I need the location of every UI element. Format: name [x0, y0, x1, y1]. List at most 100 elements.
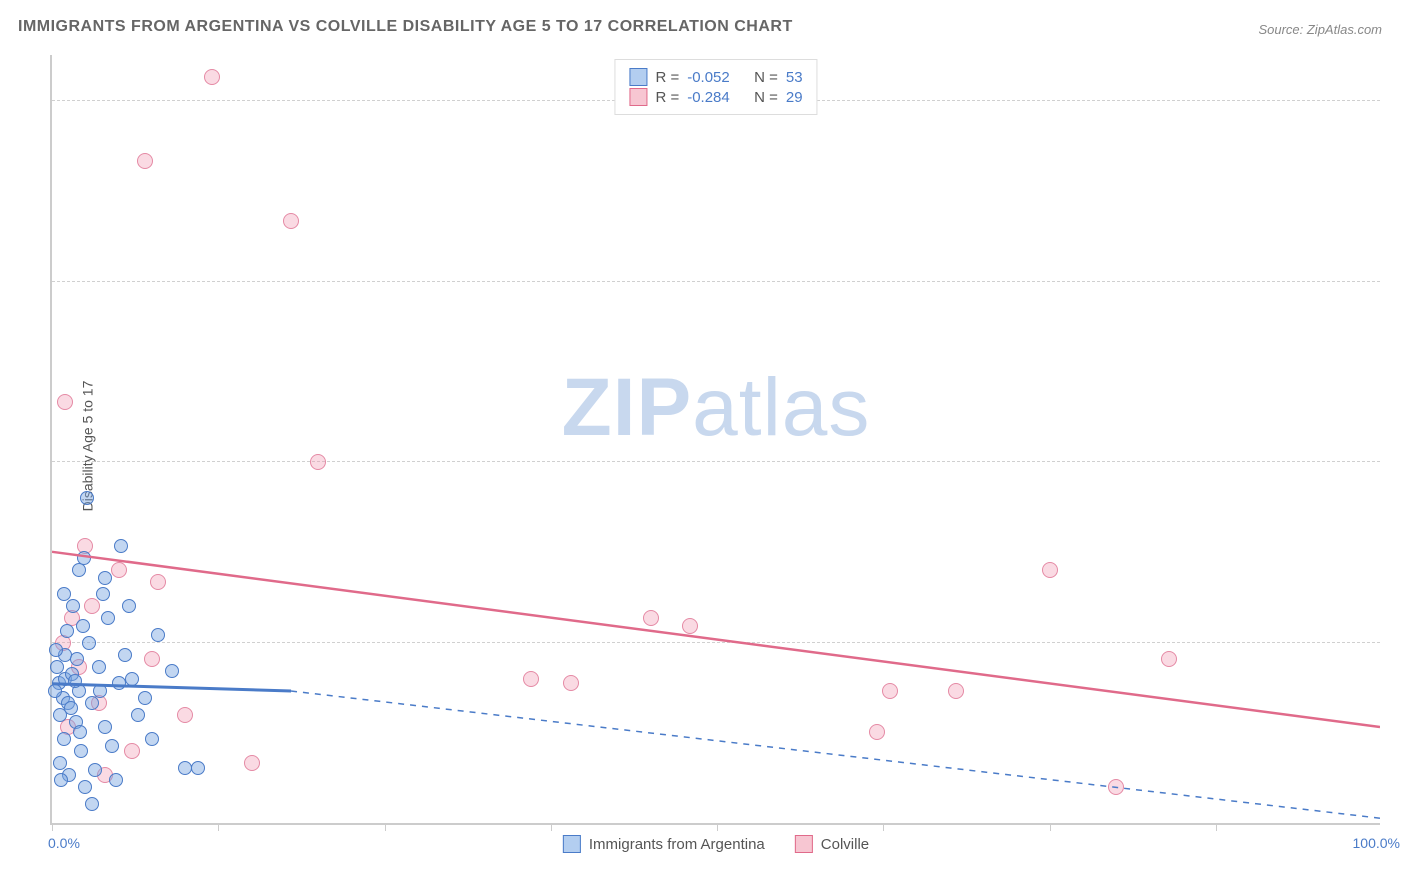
data-point-argentina	[114, 539, 128, 553]
data-point-argentina	[118, 648, 132, 662]
y-tick-label: 22.5%	[1388, 258, 1406, 274]
gridline	[52, 281, 1380, 282]
data-point-argentina	[72, 563, 86, 577]
x-tick	[1216, 823, 1217, 831]
data-point-argentina	[85, 696, 99, 710]
x-tick	[52, 823, 53, 831]
data-point-argentina	[73, 725, 87, 739]
data-point-argentina	[80, 491, 94, 505]
data-point-argentina	[60, 624, 74, 638]
data-point-colville	[310, 454, 326, 470]
data-point-argentina	[105, 739, 119, 753]
x-tick	[1050, 823, 1051, 831]
data-point-colville	[244, 755, 260, 771]
data-point-colville	[111, 562, 127, 578]
data-point-colville	[523, 671, 539, 687]
swatch-pink	[629, 88, 647, 106]
legend-label-colville: Colville	[821, 836, 869, 853]
data-point-argentina	[101, 611, 115, 625]
n-label: N =	[754, 69, 778, 86]
data-point-argentina	[92, 660, 106, 674]
data-point-colville	[144, 651, 160, 667]
watermark-atlas: atlas	[692, 362, 870, 453]
x-tick	[883, 823, 884, 831]
trend-lines	[52, 55, 1380, 823]
n-label: N =	[754, 89, 778, 106]
data-point-argentina	[78, 780, 92, 794]
n-value-blue: 53	[786, 69, 803, 86]
data-point-argentina	[88, 763, 102, 777]
watermark: ZIPatlas	[562, 361, 871, 455]
data-point-argentina	[109, 773, 123, 787]
data-point-argentina	[131, 708, 145, 722]
data-point-colville	[869, 724, 885, 740]
x-tick	[551, 823, 552, 831]
data-point-colville	[283, 213, 299, 229]
data-point-argentina	[98, 720, 112, 734]
x-min-label: 0.0%	[48, 835, 80, 851]
data-point-colville	[563, 675, 579, 691]
data-point-argentina	[70, 652, 84, 666]
data-point-argentina	[165, 664, 179, 678]
data-point-argentina	[125, 672, 139, 686]
swatch-blue	[563, 835, 581, 853]
data-point-colville	[682, 618, 698, 634]
data-point-argentina	[64, 701, 78, 715]
data-point-argentina	[48, 684, 62, 698]
data-point-argentina	[98, 571, 112, 585]
data-point-argentina	[74, 744, 88, 758]
x-tick	[218, 823, 219, 831]
r-label: R =	[655, 89, 679, 106]
data-point-argentina	[53, 756, 67, 770]
data-point-argentina	[138, 691, 152, 705]
data-point-colville	[137, 153, 153, 169]
data-point-argentina	[145, 732, 159, 746]
x-tick	[717, 823, 718, 831]
y-tick-label: 30.0%	[1388, 77, 1406, 93]
legend-row-blue: R = -0.052 N = 53	[629, 68, 802, 86]
data-point-argentina	[50, 660, 64, 674]
legend-row-pink: R = -0.284 N = 29	[629, 88, 802, 106]
data-point-colville	[948, 683, 964, 699]
n-value-pink: 29	[786, 89, 803, 106]
data-point-argentina	[93, 684, 107, 698]
data-point-argentina	[82, 636, 96, 650]
watermark-zip: ZIP	[562, 362, 693, 453]
chart-title: IMMIGRANTS FROM ARGENTINA VS COLVILLE DI…	[18, 18, 793, 36]
legend-label-argentina: Immigrants from Argentina	[589, 836, 765, 853]
swatch-blue	[629, 68, 647, 86]
legend-item-colville: Colville	[795, 835, 869, 853]
chart-container: IMMIGRANTS FROM ARGENTINA VS COLVILLE DI…	[0, 0, 1406, 892]
correlation-legend: R = -0.052 N = 53 R = -0.284 N = 29	[614, 59, 817, 115]
data-point-colville	[1108, 779, 1124, 795]
data-point-argentina	[122, 599, 136, 613]
legend-item-argentina: Immigrants from Argentina	[563, 835, 765, 853]
data-point-argentina	[112, 676, 126, 690]
data-point-argentina	[68, 674, 82, 688]
data-point-colville	[57, 394, 73, 410]
data-point-argentina	[151, 628, 165, 642]
data-point-colville	[643, 610, 659, 626]
data-point-argentina	[49, 643, 63, 657]
data-point-argentina	[77, 551, 91, 565]
data-point-colville	[124, 743, 140, 759]
data-point-colville	[84, 598, 100, 614]
y-tick-label: 15.0%	[1388, 438, 1406, 454]
data-point-argentina	[85, 797, 99, 811]
data-point-argentina	[191, 761, 205, 775]
data-point-argentina	[96, 587, 110, 601]
gridline	[52, 461, 1380, 462]
data-point-argentina	[57, 587, 71, 601]
data-point-colville	[1042, 562, 1058, 578]
plot-area: ZIPatlas R = -0.052 N = 53 R = -0.284 N …	[50, 55, 1380, 825]
data-point-colville	[882, 683, 898, 699]
gridline	[52, 642, 1380, 643]
swatch-pink	[795, 835, 813, 853]
data-point-colville	[204, 69, 220, 85]
data-point-colville	[177, 707, 193, 723]
source-attribution: Source: ZipAtlas.com	[1258, 22, 1382, 37]
data-point-argentina	[76, 619, 90, 633]
data-point-argentina	[57, 732, 71, 746]
data-point-colville	[1161, 651, 1177, 667]
y-tick-label: 7.5%	[1388, 619, 1406, 635]
